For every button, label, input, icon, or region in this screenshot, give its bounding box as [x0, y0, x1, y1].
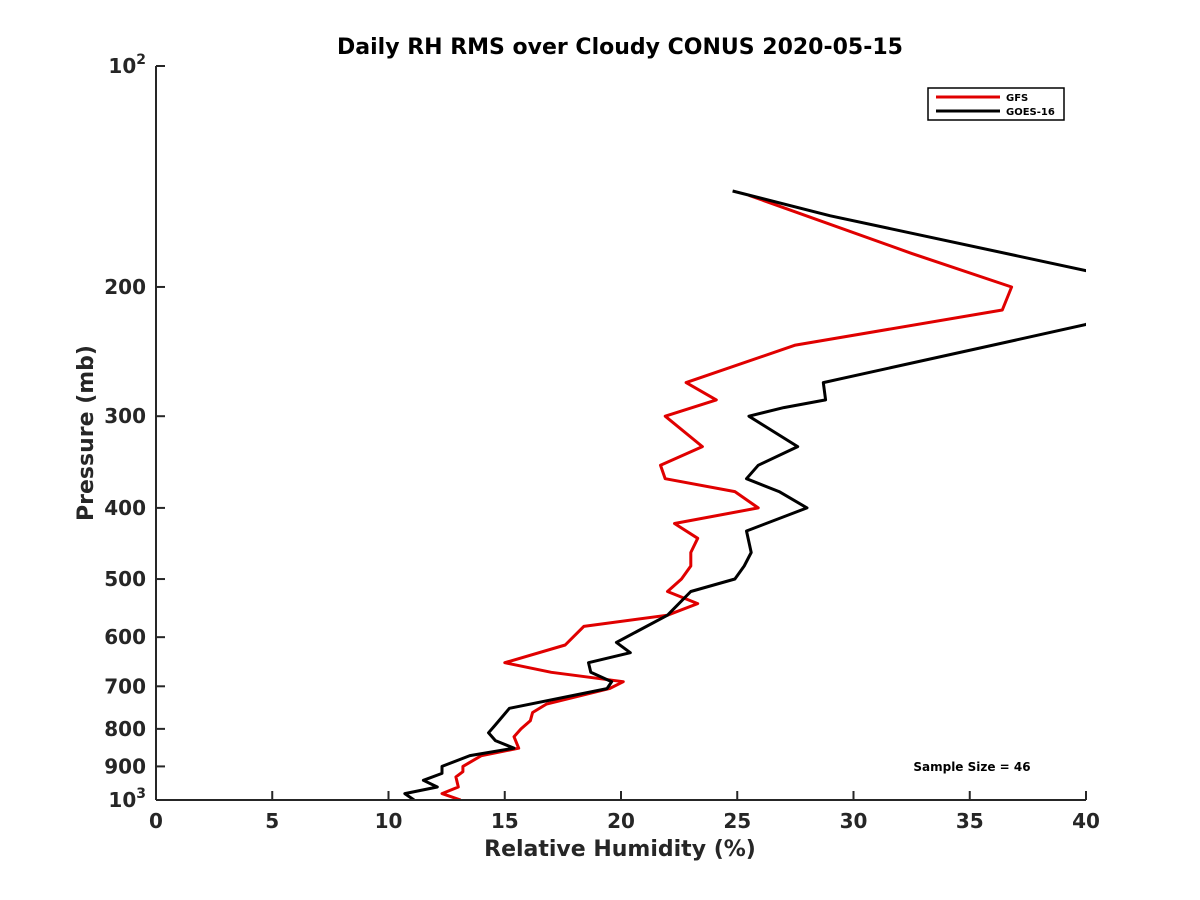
legend-box — [927, 87, 1065, 121]
y-tick-label: 103 — [108, 786, 146, 812]
y-tick-label-base: 10 — [108, 788, 136, 812]
y-tick-label: 700 — [104, 674, 146, 698]
x-tick-label: 5 — [265, 809, 279, 833]
x-tick-label: 30 — [840, 809, 868, 833]
x-tick-label: 20 — [607, 809, 635, 833]
x-tick-label: 40 — [1072, 809, 1100, 833]
y-tick-label: 200 — [104, 275, 146, 299]
x-axis-ticks: 0 5 10 15 20 25 30 35 40 — [149, 791, 1100, 833]
y-tick-label: 900 — [104, 754, 146, 778]
chart-title: Daily RH RMS over Cloudy CONUS 2020-05-1… — [337, 35, 903, 60]
series-line-goes16 — [403, 189, 1086, 800]
y-tick-label: 800 — [104, 717, 146, 741]
y-tick-label-exponent: 3 — [136, 786, 146, 802]
y-tick-label: 500 — [104, 567, 146, 591]
sample-size-annotation: Sample Size = 46 — [913, 760, 1030, 774]
y-tick-label-exponent: 2 — [136, 52, 146, 68]
series-layer — [403, 189, 1086, 800]
y-tick-label: 102 — [108, 52, 146, 78]
y-tick-label: 600 — [104, 625, 146, 649]
x-tick-label: 0 — [149, 809, 163, 833]
x-tick-label: 10 — [375, 809, 403, 833]
y-tick-label-base: 10 — [108, 54, 136, 78]
series-line-gfs — [440, 193, 1014, 800]
y-tick-label: 400 — [104, 496, 146, 520]
legend-label-gfs: GFS — [1006, 93, 1028, 104]
x-tick-label: 35 — [956, 809, 984, 833]
x-tick-label: 15 — [491, 809, 519, 833]
y-axis-title: Pressure (mb) — [74, 345, 99, 521]
y-tick-label: 300 — [104, 404, 146, 428]
x-tick-label: 25 — [723, 809, 751, 833]
legend: GFS GOES-16 — [927, 87, 1065, 121]
legend-label-goes16: GOES-16 — [1006, 107, 1055, 118]
x-axis-title: Relative Humidity (%) — [484, 837, 756, 862]
